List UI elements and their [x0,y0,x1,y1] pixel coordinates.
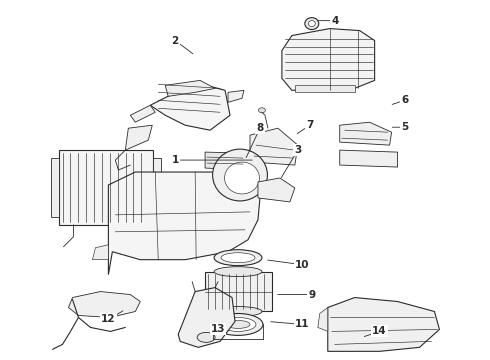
Polygon shape [178,288,235,347]
Polygon shape [50,158,58,217]
Text: 12: 12 [101,314,116,324]
Text: 4: 4 [331,15,339,26]
Polygon shape [205,272,272,311]
Text: 3: 3 [294,145,301,155]
Ellipse shape [258,108,266,113]
Text: 2: 2 [172,36,179,46]
Polygon shape [108,172,260,275]
Polygon shape [228,90,244,102]
Ellipse shape [214,250,262,266]
Text: 5: 5 [401,122,408,132]
Ellipse shape [213,149,268,201]
Polygon shape [340,150,397,167]
Polygon shape [318,307,328,332]
Text: 14: 14 [372,327,387,336]
Ellipse shape [224,162,260,194]
Text: 1: 1 [172,155,179,165]
Polygon shape [150,82,230,130]
Polygon shape [93,245,108,260]
Ellipse shape [221,253,255,263]
Polygon shape [340,122,392,145]
Polygon shape [153,158,161,217]
Ellipse shape [214,267,262,276]
Text: 13: 13 [211,324,225,334]
Polygon shape [295,85,355,92]
Text: 6: 6 [401,95,408,105]
Polygon shape [328,298,440,351]
Polygon shape [205,152,246,170]
Ellipse shape [226,320,250,328]
Text: 7: 7 [306,120,314,130]
Polygon shape [165,80,215,96]
Ellipse shape [214,306,262,316]
Polygon shape [282,28,375,90]
Polygon shape [258,178,295,202]
Text: 9: 9 [308,289,316,300]
Polygon shape [69,292,140,318]
Text: 10: 10 [294,260,309,270]
Ellipse shape [308,21,315,27]
Ellipse shape [197,332,215,342]
Ellipse shape [220,318,256,332]
Polygon shape [250,128,298,165]
Ellipse shape [305,18,319,30]
Text: 8: 8 [256,123,264,133]
Text: 11: 11 [294,319,309,329]
Polygon shape [130,105,155,122]
Bar [58,150,153,225]
Polygon shape [125,125,152,150]
Ellipse shape [213,314,263,336]
